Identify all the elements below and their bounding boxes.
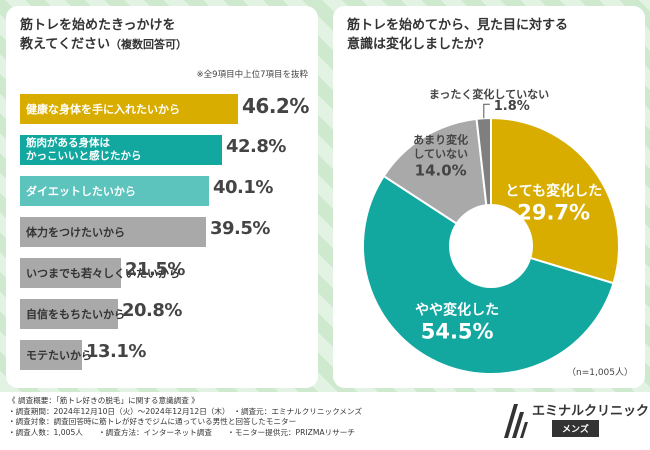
footer: 《 調査概要：「筋トレ好きの脱毛」に関する意識調査 》 ・調査期間：2024年1… [0, 392, 650, 450]
bar-label-line: いつまでも若々しくいたいから [26, 266, 180, 280]
bar: 筋肉がある身体は かっこいいと感じたから [20, 135, 222, 165]
pie-slice-label: あまり変化 [413, 133, 468, 147]
bar: いつまでも若々しくいたいから [20, 258, 180, 288]
bar-label-line: 自信をもちたいから [26, 307, 125, 321]
bar: 健康な身体を手に入れたいから [20, 94, 238, 124]
left-panel: 筋トレを始めたきっかけを 教えてください（複数回答可） ※全9項目中上位7項目を… [6, 6, 318, 388]
bar-chart-note: ※全9項目中上位7項目を抜粋 [196, 70, 308, 80]
clinic-logo: エミナルクリニック メンズ [500, 398, 649, 444]
bar: モテたいから [20, 340, 92, 370]
pie-leader-line [483, 103, 490, 119]
bar-value-label: 46.2% [242, 94, 309, 118]
pie-center-hole [449, 204, 533, 288]
pie-slice-label: まったく変化していない [429, 87, 549, 101]
bar-label-line: モテたいから [26, 348, 92, 362]
bar-chart-title: 筋トレを始めたきっかけを 教えてください（複数回答可） [20, 18, 187, 52]
bar-value-label: 39.5% [210, 218, 270, 239]
bar-value-label: 40.1% [213, 177, 273, 198]
bar-value-label: 21.5% [125, 259, 185, 280]
pie-value-label: 14.0% [415, 162, 467, 180]
bar-label-line: 健康な身体を手に入れたいから [26, 102, 180, 116]
bar-label-line: 筋肉がある身体は [26, 137, 110, 149]
pie-value-label: 1.8% [494, 99, 530, 114]
pie-value-label: 29.7% [517, 201, 590, 225]
pie-slice-label: していない [413, 148, 468, 161]
bar-value-label: 20.8% [122, 300, 182, 321]
bar: 体力をつけたいから [20, 217, 206, 247]
bar-label: ダイエットしたいから [20, 185, 136, 198]
pie-slice-label: やや変化した [415, 301, 499, 318]
bar-label: モテたいから [20, 349, 92, 362]
pie-sample-size: （n=1,005人） [566, 368, 633, 378]
bar: ダイエットしたいから [20, 176, 209, 206]
survey-overview: 《 調査概要：「筋トレ好きの脱毛」に関する意識調査 》 ・調査期間：2024年1… [8, 396, 363, 437]
bar: 自信をもちたいから [20, 299, 125, 329]
bar-label: 健康な身体を手に入れたいから [20, 103, 180, 116]
bar-label: 自信をもちたいから [20, 308, 125, 321]
right-panel: 筋トレを始めてから、見た目に対する 意識は変化しましたか？ とても変化した 29.… [333, 6, 645, 388]
logo-mark-icon [504, 404, 528, 438]
bar-label: いつまでも若々しくいたいから [20, 267, 180, 280]
bar-label: 筋肉がある身体は かっこいいと感じたから [20, 137, 142, 163]
bar-value-label: 13.1% [86, 341, 146, 362]
bar-label-line: ダイエットしたいから [26, 184, 136, 198]
bar-label-line: かっこいいと感じたから [26, 150, 142, 162]
pie-slice-label: とても変化した [505, 183, 602, 200]
bar-label-line: 体力をつけたいから [26, 225, 125, 239]
bar-label: 体力をつけたいから [20, 226, 125, 239]
pie-chart-title: 筋トレを始めてから、見た目に対する 意識は変化しましたか？ [347, 18, 569, 52]
bar-value-label: 42.8% [226, 136, 286, 157]
pie-value-label: 54.5% [421, 319, 494, 343]
